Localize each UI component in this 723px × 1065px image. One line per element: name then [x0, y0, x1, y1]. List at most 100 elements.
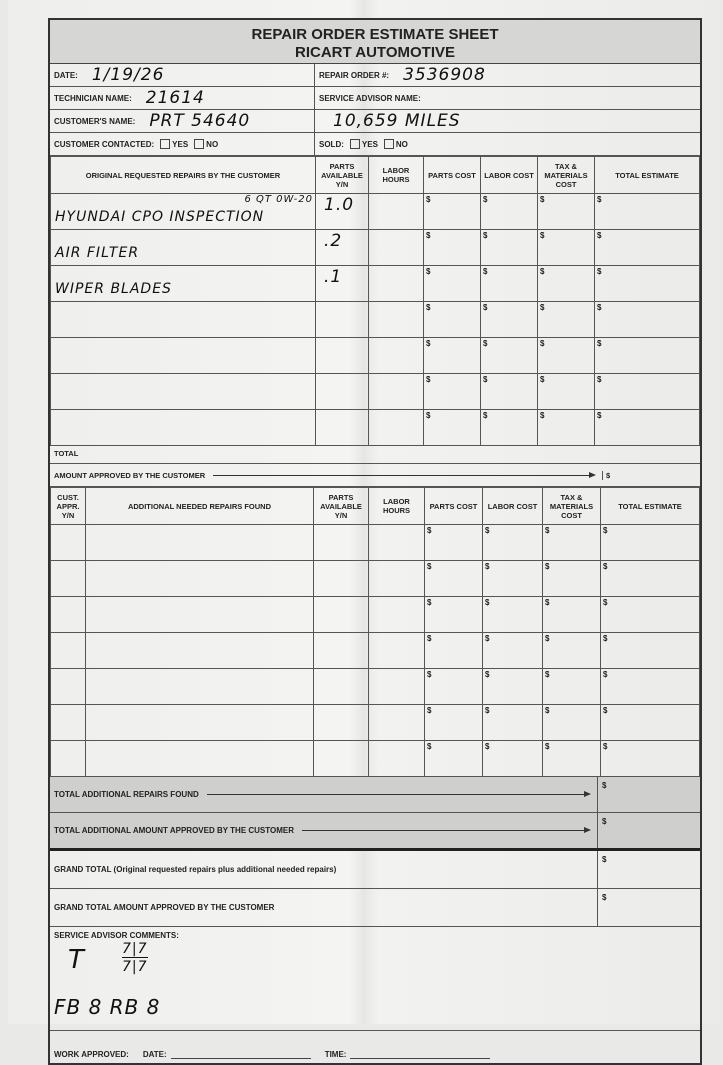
repair-cell[interactable]: [50, 301, 316, 338]
amount-cell[interactable]: $: [594, 193, 700, 230]
parts-available-cell[interactable]: [313, 740, 369, 777]
labor-hours-cell[interactable]: [368, 632, 425, 669]
parts-available-cell[interactable]: [313, 704, 369, 741]
amount-cell[interactable]: $: [424, 704, 483, 741]
amount-cell[interactable]: $: [542, 668, 601, 705]
amount-cell[interactable]: $: [537, 373, 595, 410]
amount-cell[interactable]: $: [480, 373, 538, 410]
amount-cell[interactable]: $: [424, 740, 483, 777]
repair-cell[interactable]: [50, 409, 316, 446]
parts-available-cell[interactable]: [315, 373, 369, 410]
cust-approval-cell[interactable]: [50, 668, 86, 705]
amount-cell[interactable]: $: [537, 193, 595, 230]
amount-cell[interactable]: $: [424, 668, 483, 705]
amount-cell[interactable]: $: [542, 524, 601, 561]
cust-approval-cell[interactable]: [50, 560, 86, 597]
amount-cell[interactable]: $: [480, 229, 538, 266]
sold-yes-checkbox[interactable]: [349, 139, 360, 149]
repair-cell[interactable]: [85, 668, 314, 705]
no-checkbox[interactable]: [194, 139, 205, 149]
amount-cell[interactable]: $: [423, 373, 481, 410]
amount-cell[interactable]: $: [482, 524, 543, 561]
labor-hours-cell[interactable]: [368, 301, 424, 338]
amount-cell[interactable]: $: [480, 193, 538, 230]
amount-cell[interactable]: $: [594, 229, 700, 266]
amount-cell[interactable]: $: [537, 301, 595, 338]
amount-cell[interactable]: $: [424, 524, 483, 561]
amount-cell[interactable]: $: [600, 632, 700, 669]
parts-available-cell[interactable]: [315, 301, 369, 338]
amount-cell[interactable]: $: [542, 632, 601, 669]
amount-cell[interactable]: $: [423, 193, 481, 230]
labor-hours-cell[interactable]: [368, 740, 425, 777]
repair-cell[interactable]: [85, 632, 314, 669]
amount-cell[interactable]: $: [537, 229, 595, 266]
labor-hours-cell[interactable]: [368, 409, 424, 446]
labor-hours-cell[interactable]: [368, 229, 424, 266]
amount-cell[interactable]: $: [600, 560, 700, 597]
amount-cell[interactable]: $: [423, 265, 481, 302]
amount-cell[interactable]: $: [537, 409, 595, 446]
labor-hours-cell[interactable]: [368, 373, 424, 410]
amount-cell[interactable]: $: [537, 337, 595, 374]
labor-hours-cell[interactable]: [368, 524, 425, 561]
repair-cell[interactable]: [85, 740, 314, 777]
parts-available-cell[interactable]: .1: [315, 265, 369, 302]
amount-cell[interactable]: $: [424, 596, 483, 633]
labor-hours-cell[interactable]: [368, 596, 425, 633]
repair-cell[interactable]: [50, 373, 316, 410]
parts-available-cell[interactable]: 1.0: [315, 193, 369, 230]
labor-hours-cell[interactable]: [368, 193, 424, 230]
amount-cell[interactable]: $: [480, 301, 538, 338]
amount-cell[interactable]: $: [594, 409, 700, 446]
amount-cell[interactable]: $: [480, 409, 538, 446]
parts-available-cell[interactable]: [313, 524, 369, 561]
amount-cell[interactable]: $: [600, 524, 700, 561]
amount-cell[interactable]: $: [423, 337, 481, 374]
amount-cell[interactable]: $: [482, 560, 543, 597]
repair-cell[interactable]: AIR FILTER: [50, 229, 316, 266]
labor-hours-cell[interactable]: [368, 265, 424, 302]
amount-cell[interactable]: $: [480, 337, 538, 374]
cust-approval-cell[interactable]: [50, 524, 86, 561]
parts-available-cell[interactable]: [313, 560, 369, 597]
repair-cell[interactable]: [85, 596, 314, 633]
repair-cell[interactable]: [85, 704, 314, 741]
amount-cell[interactable]: $: [424, 560, 483, 597]
parts-available-cell[interactable]: [315, 409, 369, 446]
amount-cell[interactable]: $: [542, 704, 601, 741]
amount-cell[interactable]: $: [594, 337, 700, 374]
parts-available-cell[interactable]: .2: [315, 229, 369, 266]
cust-approval-cell[interactable]: [50, 632, 86, 669]
amount-cell[interactable]: $: [482, 596, 543, 633]
amount-cell[interactable]: $: [594, 373, 700, 410]
amount-cell[interactable]: $: [542, 596, 601, 633]
amount-cell[interactable]: $: [423, 301, 481, 338]
parts-available-cell[interactable]: [313, 668, 369, 705]
repair-cell[interactable]: [85, 524, 314, 561]
yes-checkbox[interactable]: [160, 139, 171, 149]
labor-hours-cell[interactable]: [368, 704, 425, 741]
amount-cell[interactable]: $: [482, 704, 543, 741]
amount-cell[interactable]: $: [423, 409, 481, 446]
sold-no-checkbox[interactable]: [383, 139, 394, 149]
repair-cell[interactable]: [85, 560, 314, 597]
time-line[interactable]: [350, 1058, 491, 1059]
repair-cell[interactable]: [50, 337, 316, 374]
amount-cell[interactable]: $: [480, 265, 538, 302]
amount-cell[interactable]: $: [594, 265, 700, 302]
amount-cell[interactable]: $: [542, 740, 601, 777]
labor-hours-cell[interactable]: [368, 560, 425, 597]
repair-cell[interactable]: WIPER BLADES: [50, 265, 316, 302]
amount-cell[interactable]: $: [482, 668, 543, 705]
amount-cell[interactable]: $: [600, 668, 700, 705]
amount-cell[interactable]: $: [482, 632, 543, 669]
amount-cell[interactable]: $: [537, 265, 595, 302]
amount-cell[interactable]: $: [600, 704, 700, 741]
amount-cell[interactable]: $: [423, 229, 481, 266]
amount-cell[interactable]: $: [600, 596, 700, 633]
cust-approval-cell[interactable]: [50, 596, 86, 633]
repair-cell[interactable]: HYUNDAI CPO INSPECTION 6 QT 0W-20: [50, 193, 316, 230]
amount-cell[interactable]: $: [424, 632, 483, 669]
amount-cell[interactable]: $: [482, 740, 543, 777]
